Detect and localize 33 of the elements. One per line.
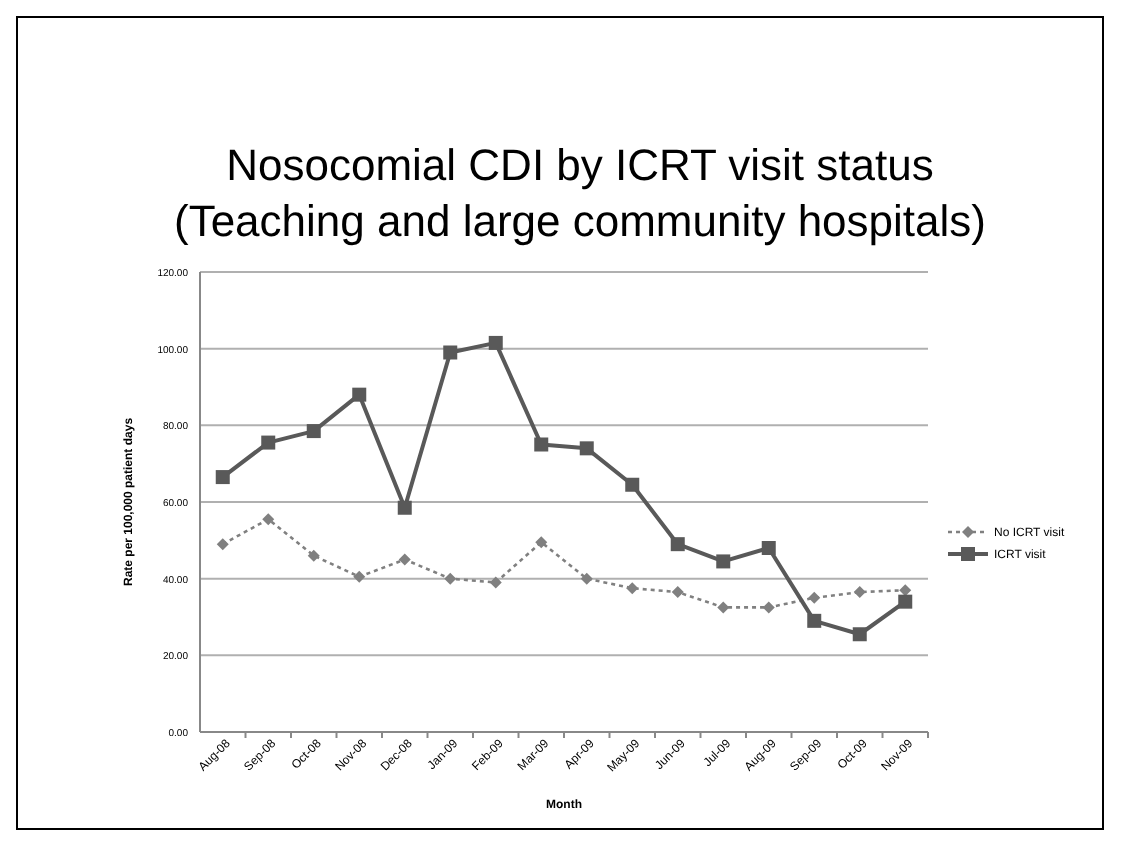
- point: [670, 537, 685, 552]
- point: [307, 549, 320, 562]
- point: [761, 541, 776, 555]
- point: [443, 345, 458, 360]
- point: [534, 437, 549, 452]
- point: [808, 591, 821, 604]
- point: [717, 601, 730, 614]
- point: [353, 570, 366, 583]
- point: [671, 586, 684, 599]
- point: [261, 435, 276, 450]
- point: [489, 576, 502, 589]
- point: [762, 601, 775, 614]
- point: [488, 335, 503, 350]
- point: [535, 536, 548, 549]
- point: [716, 554, 731, 569]
- point: [397, 500, 412, 515]
- point: [625, 477, 640, 492]
- point: [262, 513, 275, 526]
- point: [215, 470, 230, 485]
- point: [898, 594, 913, 609]
- point: [807, 613, 822, 628]
- point: [579, 441, 594, 456]
- point: [626, 582, 639, 595]
- point: [306, 424, 321, 439]
- point: [398, 553, 411, 566]
- point: [853, 586, 866, 599]
- point: [852, 627, 867, 642]
- point: [580, 572, 593, 585]
- chart-subtitle: (Teaching and large community hospitals): [174, 196, 986, 246]
- point: [352, 387, 367, 402]
- chart-title: Nosocomial CDI by ICRT visit status: [226, 140, 934, 190]
- point: [444, 572, 457, 585]
- point: [216, 538, 229, 551]
